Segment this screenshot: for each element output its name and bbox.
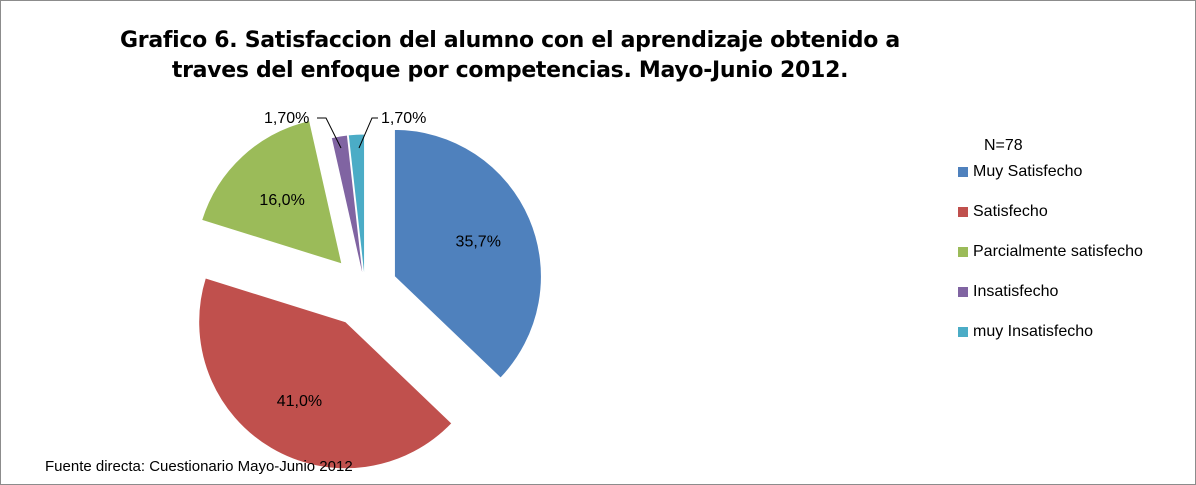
slice-label-insatisfecho: 1,70%	[264, 110, 309, 127]
legend-item: Satisfecho	[958, 192, 1143, 232]
legend-item: muy Insatisfecho	[958, 312, 1143, 352]
pie-slice-muy-satisfecho	[393, 128, 542, 379]
legend-label: Insatisfecho	[973, 283, 1059, 300]
legend-item: Insatisfecho	[958, 272, 1143, 312]
footnote: Fuente directa: Cuestionario Mayo-Junio …	[45, 458, 353, 475]
slice-label-muy-satisfecho: 35,7%	[456, 234, 501, 251]
legend-swatch	[958, 287, 968, 297]
legend-label: Parcialmente satisfecho	[973, 243, 1143, 260]
leader-line	[317, 117, 342, 149]
legend: Muy Satisfecho Satisfecho Parcialmente sat…	[958, 152, 1143, 352]
pie-slice-parcialmente-satisfecho	[200, 120, 343, 265]
legend-label: Muy Satisfecho	[973, 163, 1083, 180]
legend-swatch	[958, 167, 968, 177]
leader-line	[358, 117, 378, 149]
legend-swatch	[958, 247, 968, 257]
pie-slice-insatisfecho	[330, 134, 365, 282]
legend-item: Muy Satisfecho	[958, 152, 1143, 192]
slice-label-parcialmente-satisfecho: 16,0%	[259, 192, 304, 209]
slice-label-muy-insatisfecho: 1,70%	[381, 110, 426, 127]
legend-swatch	[958, 207, 968, 217]
sample-size-label: N=78	[984, 137, 1023, 154]
legend-label: muy Insatisfecho	[973, 323, 1094, 340]
chart-title: Grafico 6. Satisfaccion del alumno con e…	[120, 28, 900, 83]
pie-slice-satisfecho	[198, 277, 453, 470]
legend-swatch	[958, 327, 968, 337]
slice-label-satisfecho: 41,0%	[277, 393, 322, 410]
legend-label: Satisfecho	[973, 203, 1048, 220]
legend-item: Parcialmente satisfecho	[958, 232, 1143, 272]
